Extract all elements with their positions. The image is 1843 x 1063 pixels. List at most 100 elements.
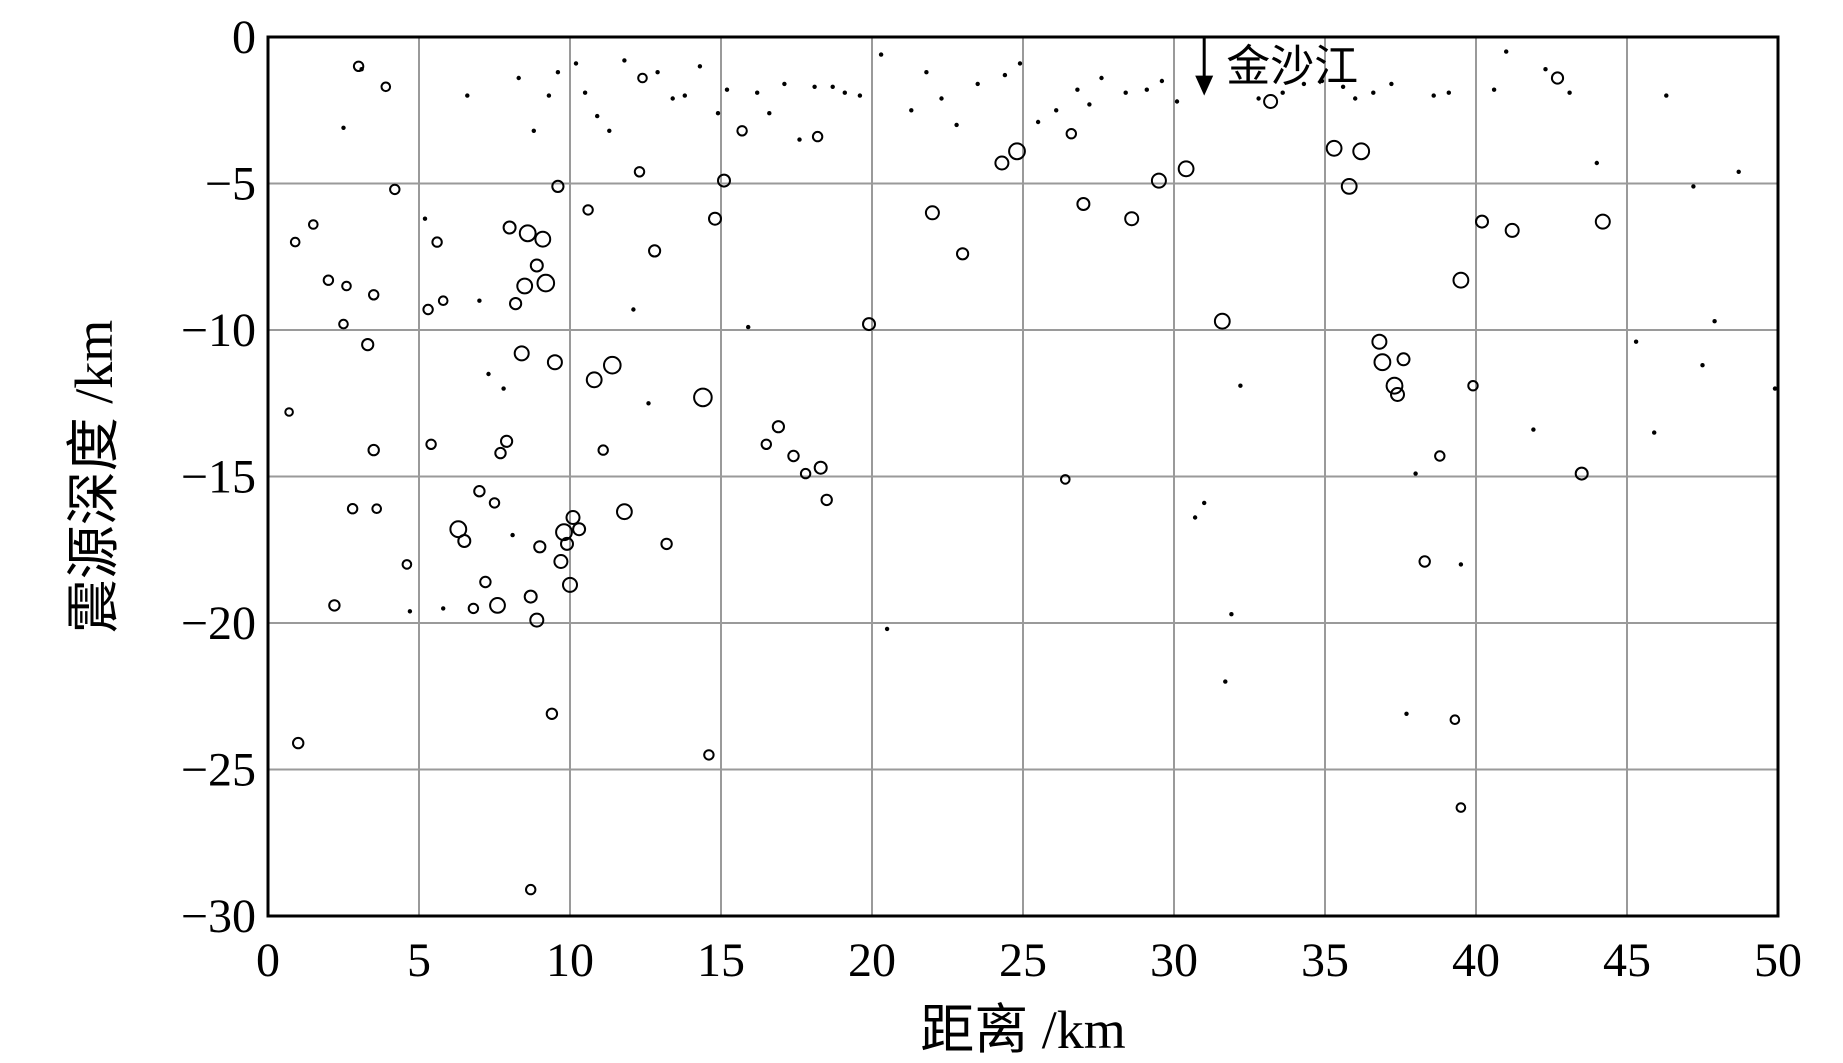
data-point	[531, 128, 536, 133]
data-point	[787, 449, 800, 463]
data-point	[746, 324, 751, 330]
annotation: 金沙江	[1195, 37, 1358, 96]
data-point	[289, 236, 301, 248]
y-tick-label: −10	[181, 304, 256, 357]
x-tick-label: 50	[1754, 934, 1802, 987]
x-tick-label: 20	[848, 934, 896, 987]
y-tick-label: 0	[232, 11, 256, 64]
data-point	[708, 211, 722, 226]
data-point	[467, 602, 480, 615]
data-point	[1652, 430, 1657, 435]
data-point	[341, 125, 346, 130]
data-point	[534, 230, 552, 248]
data-point	[1594, 213, 1611, 230]
data-point	[1229, 612, 1234, 617]
annotation-label: 金沙江	[1226, 42, 1358, 91]
data-point	[1065, 128, 1078, 140]
data-point	[1280, 90, 1285, 95]
data-point	[1263, 94, 1279, 109]
data-point	[1594, 160, 1600, 166]
data-point	[1144, 87, 1150, 92]
data-point	[616, 503, 633, 521]
tick-labels: 0 5 10 15 20 25 30 35 40 45 50 0 −5 −10 −15 −20 −25 −30	[181, 11, 1802, 987]
x-tick-label: 25	[999, 934, 1047, 987]
data-point	[513, 345, 530, 362]
data-point	[1035, 119, 1041, 125]
data-point	[1550, 71, 1565, 85]
data-point	[1075, 87, 1080, 92]
data-point	[1192, 515, 1198, 520]
data-point	[924, 205, 940, 221]
data-point	[1449, 714, 1461, 726]
data-point	[1633, 339, 1639, 344]
data-point	[546, 354, 563, 371]
data-point	[1475, 214, 1489, 229]
data-point	[1017, 61, 1023, 66]
data-point	[518, 224, 537, 243]
data-point	[1301, 81, 1307, 87]
data-point	[1213, 312, 1231, 330]
data-point	[1223, 679, 1228, 684]
data-point	[924, 70, 929, 75]
data-point	[994, 155, 1010, 171]
data-point	[1446, 90, 1452, 95]
data-point	[755, 90, 760, 95]
data-point	[555, 523, 573, 542]
x-tick-label: 30	[1150, 934, 1198, 987]
data-point	[1491, 87, 1497, 92]
data-point	[1371, 333, 1388, 350]
data-point	[489, 597, 506, 614]
data-point	[1002, 72, 1008, 78]
data-point	[1150, 172, 1167, 189]
data-point	[1177, 160, 1195, 178]
data-point	[389, 183, 401, 196]
data-point	[545, 707, 559, 720]
data-point	[1452, 271, 1470, 289]
data-point	[1159, 78, 1165, 84]
data-point	[425, 438, 437, 450]
data-point	[655, 70, 660, 75]
data-point	[1504, 49, 1509, 54]
data-point	[670, 96, 675, 101]
data-point	[488, 497, 501, 509]
data-point	[525, 883, 537, 896]
data-point	[909, 108, 914, 113]
data-point	[523, 589, 538, 604]
data-point	[799, 467, 812, 480]
data-point	[767, 111, 772, 116]
data-point	[516, 277, 534, 295]
data-point	[529, 258, 544, 273]
data-point	[1076, 197, 1091, 211]
data-point	[1389, 81, 1394, 87]
data-point	[1543, 67, 1548, 72]
data-point	[1054, 108, 1059, 113]
data-point	[813, 460, 828, 475]
data-point	[551, 179, 565, 193]
data-point	[555, 70, 561, 75]
data-point	[771, 420, 786, 434]
data-point	[717, 173, 731, 188]
data-point	[1124, 211, 1140, 227]
data-point	[572, 522, 587, 537]
x-tick-label: 15	[697, 934, 745, 987]
data-point	[939, 96, 944, 101]
data-points	[284, 49, 1778, 896]
data-point	[862, 317, 876, 332]
data-point	[585, 371, 603, 389]
data-point	[352, 60, 365, 73]
data-point	[500, 434, 514, 448]
data-point	[1504, 222, 1520, 238]
data-point	[536, 273, 556, 293]
x-tick-label: 40	[1452, 934, 1500, 987]
data-point	[292, 736, 305, 750]
data-point	[407, 609, 413, 614]
data-point	[401, 559, 413, 570]
data-point	[1700, 363, 1705, 368]
data-point	[595, 113, 600, 119]
annotation-arrowhead	[1195, 75, 1214, 96]
data-point	[1174, 99, 1180, 104]
data-point	[562, 576, 578, 593]
data-point	[284, 407, 294, 417]
data-point	[573, 61, 579, 66]
x-tick-label: 45	[1603, 934, 1651, 987]
